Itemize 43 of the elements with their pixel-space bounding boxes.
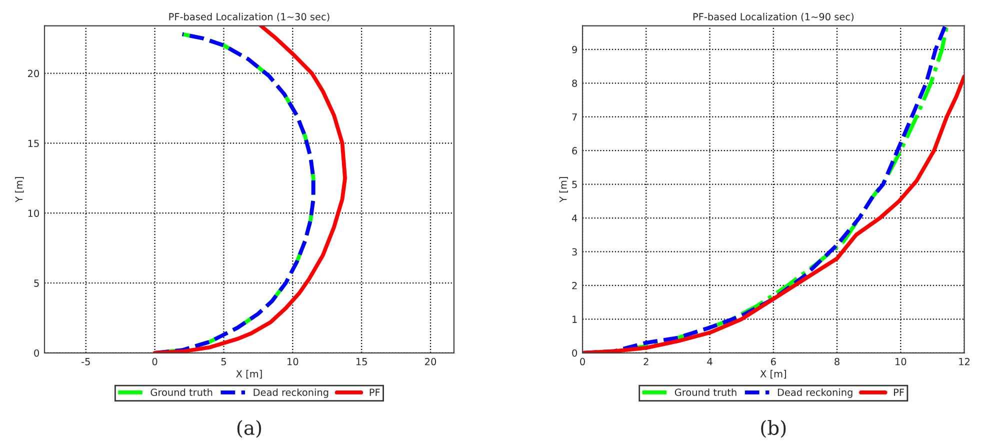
legend-label: PF xyxy=(894,388,904,396)
y-tick-label: 5 xyxy=(572,180,577,188)
x-axis-title: X [m] xyxy=(236,370,262,379)
y-tick-label: 15 xyxy=(28,140,39,148)
x-tick-label: 0 xyxy=(152,358,158,366)
x-tick-label: 10 xyxy=(896,358,906,366)
chart-title: PF-based Localization (1~90 sec) xyxy=(693,12,854,22)
y-tick-label: 1 xyxy=(572,316,577,323)
y-tick-label: 9 xyxy=(572,46,577,54)
x-tick-label: 6 xyxy=(770,358,776,366)
y-tick-label: 2 xyxy=(572,282,577,290)
y-tick-label: 20 xyxy=(28,70,39,78)
x-tick-label: 5 xyxy=(221,358,226,366)
x-axis-title: X [m] xyxy=(760,370,786,379)
x-tick-label: 4 xyxy=(707,358,712,366)
y-tick-label: 3 xyxy=(572,248,577,256)
line-series xyxy=(152,26,347,353)
legend-label: PF xyxy=(370,388,380,396)
y-axis-title: Y [m] xyxy=(559,177,568,202)
y-tick-label: 0 xyxy=(34,349,39,357)
x-tick-label: 15 xyxy=(356,358,367,366)
text: (b) xyxy=(761,420,786,438)
y-tick-label: 0 xyxy=(572,349,578,357)
text: (a) xyxy=(237,420,262,438)
legend-label: Ground truth xyxy=(674,388,736,396)
y-tick-label: 4 xyxy=(572,214,578,222)
y-tick-label: 7 xyxy=(572,113,577,121)
x-tick-label: -5 xyxy=(81,358,90,366)
legend-label: Dead reckoning xyxy=(254,388,328,398)
legend-label: Dead reckoning xyxy=(778,388,852,398)
x-tick-label: 12 xyxy=(959,358,970,366)
x-tick-label: 20 xyxy=(425,358,436,366)
y-tick-label: 8 xyxy=(572,80,577,87)
chart-title: PF-based Localization (1~30 sec) xyxy=(169,12,330,22)
x-tick-label: 10 xyxy=(288,358,298,366)
x-tick-label: 8 xyxy=(834,358,840,366)
x-tick-label: 2 xyxy=(644,358,648,366)
x-tick-label: 0 xyxy=(580,358,585,366)
y-tick-label: 6 xyxy=(572,147,578,154)
y-tick-label: 10 xyxy=(28,210,39,217)
y-tick-label: 5 xyxy=(34,280,39,287)
legend-label: Ground truth xyxy=(150,388,212,396)
y-axis-title: Y [m] xyxy=(15,177,24,202)
